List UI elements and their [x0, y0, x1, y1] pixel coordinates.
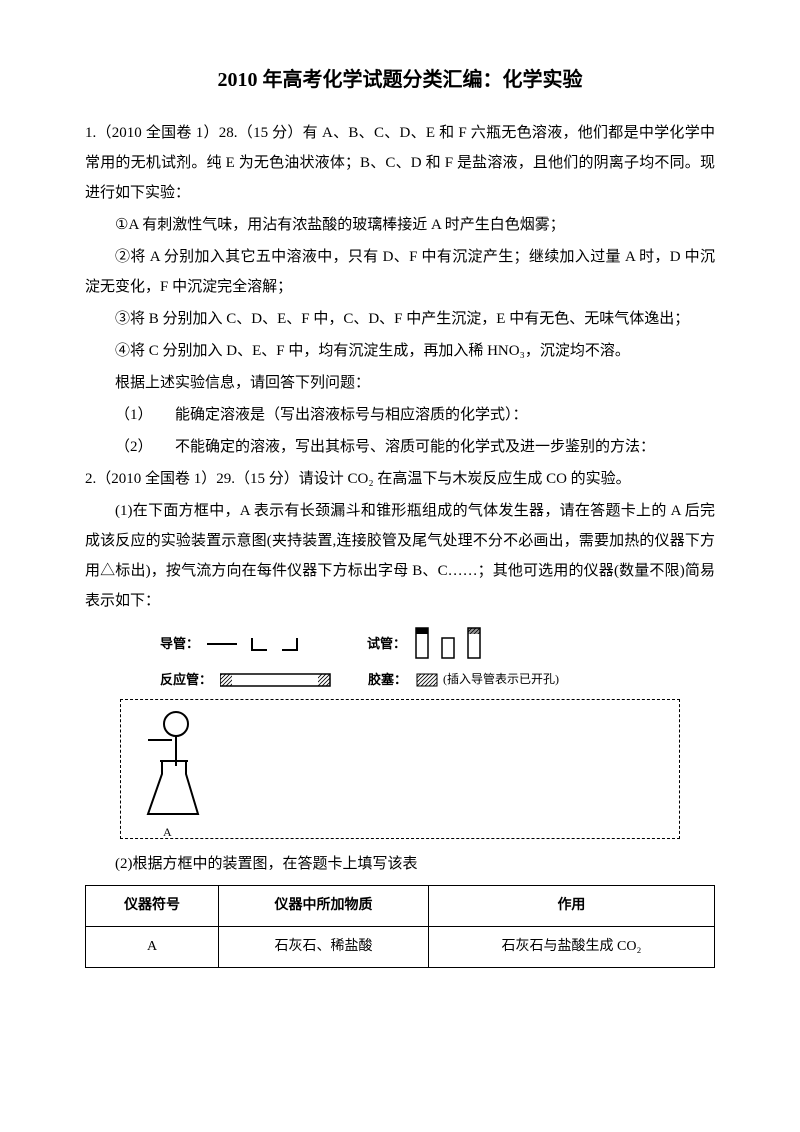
q2-header: 2.（2010 全国卷 1）29.（15 分）请设计 CO₂ 在高温下与木炭反应… — [85, 464, 715, 494]
legend-stopper-label: 胶塞： — [368, 668, 407, 691]
table-cell: A — [86, 927, 219, 968]
table-header-cell: 作用 — [428, 886, 714, 927]
table-header-cell: 仪器中所加物质 — [219, 886, 429, 927]
table-cell: 石灰石与盐酸生成 CO₂ — [428, 927, 714, 968]
legend-reactor-label: 反应管： — [160, 668, 212, 691]
flask-label: A — [163, 820, 172, 844]
table-header-row: 仪器符号 仪器中所加物质 作用 — [86, 886, 715, 927]
table-header-cell: 仪器符号 — [86, 886, 219, 927]
apparatus-table: 仪器符号 仪器中所加物质 作用 A 石灰石、稀盐酸 石灰石与盐酸生成 CO₂ — [85, 885, 715, 968]
q1-step4: ④将 C 分别加入 D、E、F 中，均有沉淀生成，再加入稀 HNO₃，沉淀均不溶… — [85, 336, 715, 366]
table-row: A 石灰石、稀盐酸 石灰石与盐酸生成 CO₂ — [86, 927, 715, 968]
q1-step3: ③将 B 分别加入 C、D、E、F 中，C、D、F 中产生沉淀，E 中有无色、无… — [85, 304, 715, 334]
q1-sub2: （2） 不能确定的溶液，写出其标号、溶质可能的化学式及进一步鉴别的方法： — [85, 432, 715, 462]
apparatus-frame: A — [120, 699, 680, 839]
table-cell: 石灰石、稀盐酸 — [219, 927, 429, 968]
tube-shapes-icon — [207, 636, 327, 652]
q1-prompt: 根据上述实验信息，请回答下列问题： — [85, 368, 715, 398]
reactor-shape-icon — [220, 672, 350, 688]
q1-sub1: （1） 能确定溶液是（写出溶液标号与相应溶质的化学式）： — [85, 400, 715, 430]
testtube-shapes-icon — [414, 626, 504, 662]
legend-tube-label: 导管： — [160, 632, 199, 655]
page-title: 2010 年高考化学试题分类汇编：化学实验 — [85, 60, 715, 100]
q2-part1: (1)在下面方框中，A 表示有长颈漏斗和锥形瓶组成的气体发生器，请在答题卡上的 … — [85, 496, 715, 616]
q1-step2: ②将 A 分别加入其它五中溶液中，只有 D、F 中有沉淀产生；继续加入过量 A … — [85, 242, 715, 302]
flask-apparatus-icon — [136, 706, 216, 826]
legend-testtube-label: 试管： — [367, 632, 406, 655]
q1-header: 1.（2010 全国卷 1）28.（15 分）有 A、B、C、D、E 和 F 六… — [85, 118, 715, 208]
q2-part2: (2)根据方框中的装置图，在答题卡上填写该表 — [85, 849, 715, 879]
stopper-shape-icon — [415, 672, 443, 688]
legend-diagram: 导管： 试管： 反应管： — [85, 626, 715, 839]
legend-stopper-note: (插入导管表示已开孔) — [443, 669, 559, 691]
q1-step1: ①A 有刺激性气味，用沾有浓盐酸的玻璃棒接近 A 时产生白色烟雾； — [85, 210, 715, 240]
